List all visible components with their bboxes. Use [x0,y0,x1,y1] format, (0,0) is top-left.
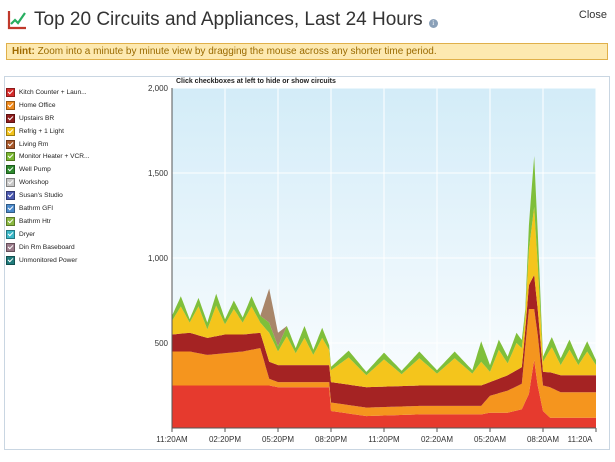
legend-checkbox[interactable] [6,139,15,149]
legend-checkbox[interactable] [6,152,15,162]
legend-item[interactable]: Well Pump [6,163,128,176]
page-title: Top 20 Circuits and Appliances, Last 24 … [34,9,423,30]
legend-label: Well Pump [19,166,51,174]
chart-logo-icon [7,11,26,30]
legend-checkbox[interactable] [6,100,15,110]
legend-item[interactable]: Home Office [6,99,128,112]
y-tick-label: 1,000 [148,254,169,263]
legend-label: Bathrm Htr [19,217,51,225]
x-tick-label: 05:20AM [474,435,506,444]
close-button[interactable]: Close [578,9,607,21]
legend-checkbox[interactable] [6,242,15,252]
legend-label: Monitor Heater + VCR... [19,153,90,161]
legend-item[interactable]: Workshop [6,176,128,189]
x-tick-label: 02:20AM [421,435,453,444]
series-area [172,207,596,388]
legend-label: Home Office [19,101,56,109]
legend-label: Upstairs BR [19,114,55,122]
hint-label: Hint: [12,46,35,57]
hint-text: Zoom into a minute by minute view by dra… [37,46,437,57]
series-area [172,275,596,408]
title-bar: Top 20 Circuits and Appliances, Last 24 … [6,6,438,34]
legend-item[interactable]: Upstairs BR [6,112,128,125]
y-tick-label: 500 [155,339,169,348]
legend-checkbox[interactable] [6,126,15,136]
x-tick-label: 11:20A [568,435,593,444]
legend-item[interactable]: Refrig + 1 Light [6,125,128,138]
circuit-legend: Kitch Counter + Laun... Home Office Upstai… [6,86,128,266]
legend-item[interactable]: Susan's Studio [6,189,128,202]
x-tick-label: 11:20PM [368,435,400,444]
chart-area[interactable]: 500 1,000 1,500 2,000 11:20AM 02:20PM 05:20PM 0… [128,78,610,450]
series-area [172,360,596,428]
legend-label: Dryer [19,230,36,238]
hint-banner: Hint: Zoom into a minute by minute view … [6,43,608,60]
y-tick-label: 1,500 [148,169,169,178]
legend-item[interactable]: Living Rm [6,138,128,151]
legend-item[interactable]: Din Rm Baseboard [6,241,128,254]
legend-label: Workshop [19,179,49,187]
legend-label: Living Rm [19,140,49,148]
legend-checkbox[interactable] [6,229,15,239]
legend-label: Susan's Studio [19,192,63,200]
legend-checkbox[interactable] [6,255,15,265]
legend-label: Bathrm GFI [19,204,54,212]
x-tick-label: 02:20PM [209,435,241,444]
y-tick-label: 2,000 [148,84,169,93]
legend-label: Refrig + 1 Light [19,127,64,135]
x-tick-label: 08:20PM [315,435,347,444]
legend-checkbox[interactable] [6,216,15,226]
legend-label: Din Rm Baseboard [19,243,75,251]
legend-item[interactable]: Unmonitored Power [6,254,128,267]
legend-item[interactable]: Bathrm Htr [6,215,128,228]
legend-label: Kitch Counter + Laun... [19,88,87,96]
legend-label: Unmonitored Power [19,256,78,264]
legend-checkbox[interactable] [6,87,15,97]
legend-checkbox[interactable] [6,113,15,123]
legend-item[interactable]: Kitch Counter + Laun... [6,86,128,99]
legend-checkbox[interactable] [6,203,15,213]
legend-item[interactable]: Monitor Heater + VCR... [6,150,128,163]
info-icon[interactable]: i [428,18,438,28]
legend-checkbox[interactable] [6,178,15,188]
chart-instructions: Click checkboxes at left to hide or show… [176,78,336,85]
legend-item[interactable]: Dryer [6,228,128,241]
x-tick-label: 08:20AM [527,435,559,444]
x-tick-label: 05:20PM [262,435,294,444]
x-tick-label: 11:20AM [156,435,188,444]
legend-checkbox[interactable] [6,191,15,201]
legend-checkbox[interactable] [6,165,15,175]
legend-item[interactable]: Bathrm GFI [6,202,128,215]
stacked-area-chart[interactable]: 500 1,000 1,500 2,000 11:20AM 02:20PM 05:20PM 0… [128,78,610,450]
series-area [172,309,596,418]
